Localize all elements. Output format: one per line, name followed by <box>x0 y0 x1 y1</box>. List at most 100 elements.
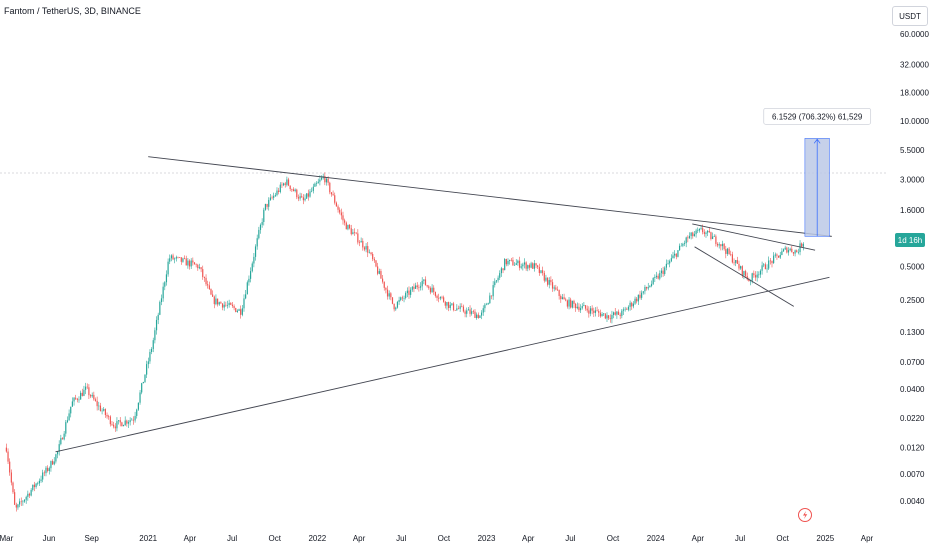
time-tick-label: Apr <box>522 534 535 543</box>
candle-body <box>489 295 491 304</box>
candle-body <box>530 263 532 268</box>
candle-body <box>499 273 501 278</box>
time-tick-label: Apr <box>184 534 197 543</box>
candle-body <box>441 296 443 298</box>
candle-body <box>15 504 17 508</box>
candle-body <box>212 294 214 297</box>
candle-body <box>693 234 696 237</box>
candle-body <box>264 203 267 210</box>
candle-body <box>122 425 125 427</box>
candle-body <box>154 330 156 341</box>
candle-body <box>652 277 654 284</box>
candle-body <box>75 397 77 399</box>
candle-body <box>593 310 595 313</box>
candle-body <box>731 254 733 263</box>
candle-body <box>675 253 677 257</box>
candle-body <box>773 255 775 264</box>
candle-body <box>58 444 60 452</box>
trendlines[interactable] <box>55 156 832 453</box>
candle-body <box>289 185 291 190</box>
candle-body <box>629 302 631 307</box>
candle-body <box>446 302 448 306</box>
time-tick-label: Jul <box>565 534 575 543</box>
candle-body <box>556 289 559 291</box>
time-tick-label: 2022 <box>308 534 326 543</box>
candle-body <box>50 461 52 469</box>
candle-body <box>372 254 374 260</box>
candle-body <box>697 230 699 232</box>
candle-body <box>353 232 356 233</box>
candle-body <box>126 420 128 424</box>
candle-body <box>108 416 110 417</box>
candle-body <box>802 243 804 247</box>
candle-body <box>751 273 753 281</box>
candle-body <box>598 311 600 313</box>
unit-button[interactable]: USDT <box>892 6 928 26</box>
candle-body <box>393 303 395 310</box>
candle-body <box>235 308 237 312</box>
candle-body <box>799 243 801 253</box>
candle-body <box>180 257 182 262</box>
candle-body <box>114 426 116 429</box>
candle-body <box>294 189 296 192</box>
candle-body <box>136 409 138 416</box>
candle-body <box>98 405 100 407</box>
time-tick-label: Oct <box>607 534 620 543</box>
candle-body <box>96 400 98 407</box>
candle-body <box>796 250 798 253</box>
candle-body <box>401 297 403 299</box>
candle-body <box>20 501 22 503</box>
candle-body <box>86 386 88 388</box>
candle-body <box>688 235 691 239</box>
alert-icon[interactable] <box>798 508 812 522</box>
candle-body <box>457 308 460 309</box>
candle-body <box>515 263 517 265</box>
candle-body <box>207 284 209 286</box>
price-tick-label: 0.5000 <box>900 263 925 272</box>
candle-body <box>769 260 771 262</box>
candle-body <box>764 264 766 270</box>
candle-body <box>187 260 189 266</box>
candle-body <box>710 232 712 240</box>
time-tick-label: Jul <box>227 534 237 543</box>
candle-body <box>213 296 215 305</box>
candle-body <box>525 262 527 269</box>
candle-body <box>410 289 412 295</box>
candle-body <box>674 253 676 256</box>
candle-body <box>127 422 130 424</box>
candle-body <box>347 225 349 230</box>
candle-body <box>269 197 271 200</box>
candle-body <box>649 285 651 288</box>
candle-body <box>545 277 547 281</box>
candle-body <box>340 212 342 216</box>
time-axis[interactable]: Mar Jun Sep 2021 Apr Jul Oct 2022 Apr Jul Oct 2023 A… <box>0 534 874 543</box>
candle-body <box>365 246 367 250</box>
candle-body <box>538 267 540 273</box>
candle-body <box>306 193 308 199</box>
candle-body <box>113 424 115 427</box>
candle-body <box>106 414 108 417</box>
candle-body <box>70 406 72 414</box>
price-tick-label: 32.0000 <box>900 61 929 70</box>
candle-body <box>738 263 740 269</box>
measure-tool[interactable]: 6.1529 (706.32%) 61,529 <box>763 107 872 237</box>
candle-body <box>221 303 224 308</box>
candle-body <box>469 309 471 314</box>
candle-body <box>583 305 585 307</box>
candle-body <box>733 262 735 264</box>
candle-body <box>25 496 27 500</box>
candle-body <box>276 190 278 196</box>
time-tick-label: Apr <box>861 534 874 543</box>
price-axis[interactable]: 60.0000 32.0000 18.0000 10.0000 5.5000 3.0000… <box>895 30 929 506</box>
candle-body <box>718 244 720 246</box>
candle-body <box>408 290 410 295</box>
candle-body <box>381 278 384 282</box>
candle-body <box>177 257 179 258</box>
price-tick-label: 0.2500 <box>900 296 925 305</box>
candle-body <box>619 314 621 316</box>
candle-body <box>228 302 230 305</box>
candle-body <box>479 315 481 318</box>
candle-body <box>749 280 752 282</box>
candle-body <box>42 472 44 480</box>
